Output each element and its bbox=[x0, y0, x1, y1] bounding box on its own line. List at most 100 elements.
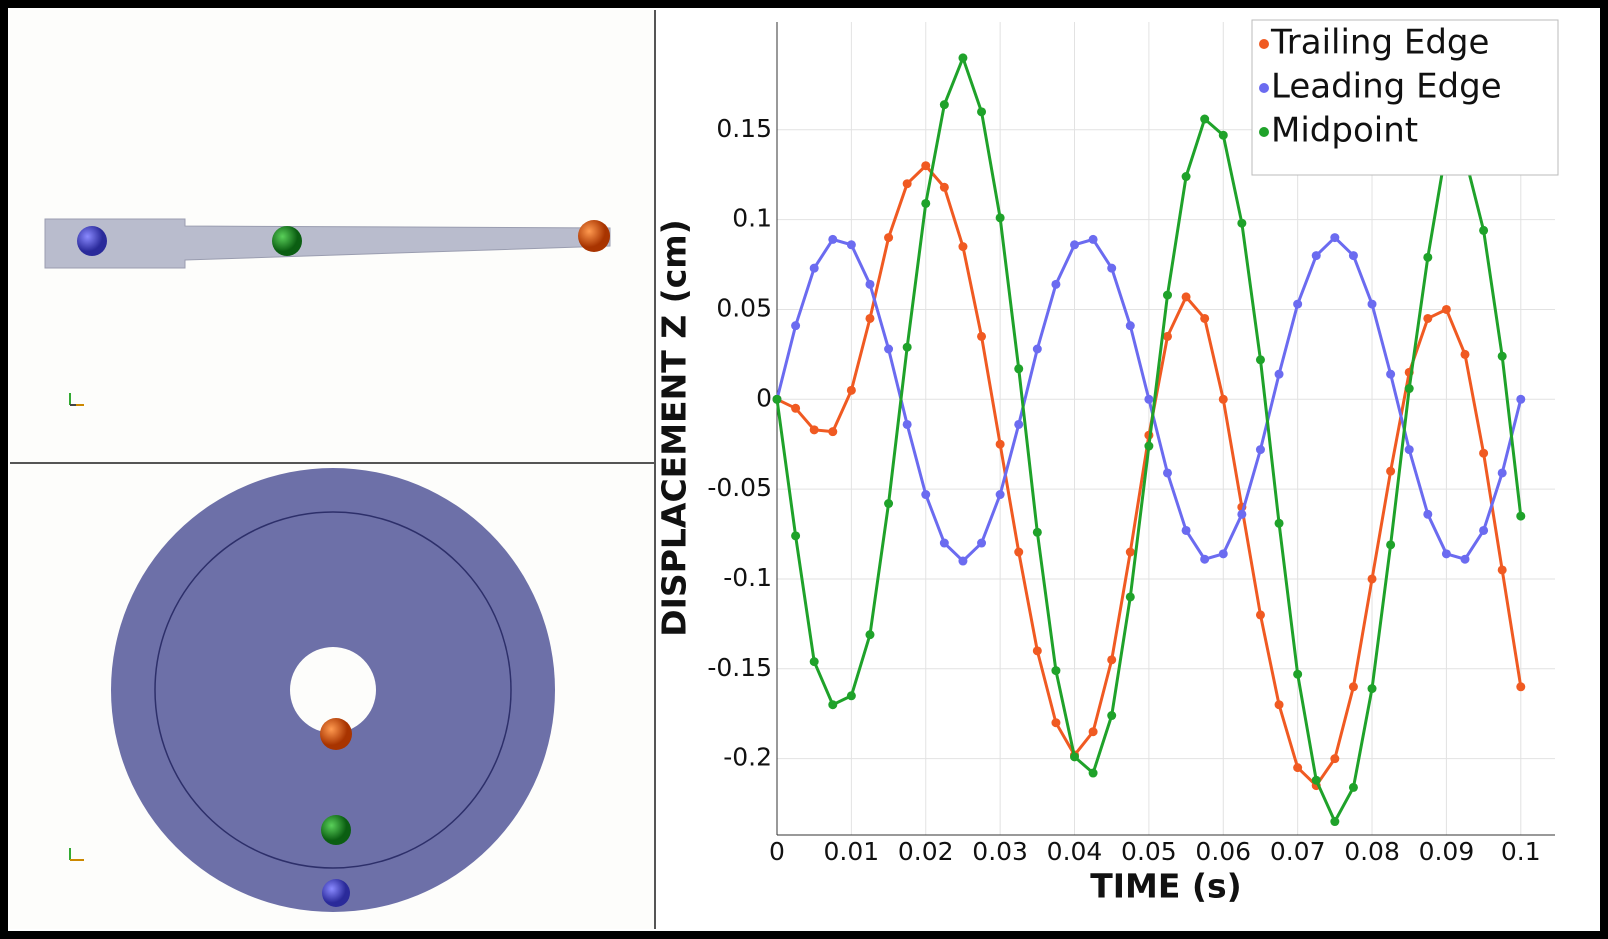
data-point bbox=[1293, 763, 1302, 772]
data-point bbox=[1200, 115, 1209, 124]
data-point bbox=[1256, 445, 1265, 454]
data-point bbox=[791, 321, 800, 330]
data-point bbox=[1014, 420, 1023, 429]
data-point bbox=[1219, 395, 1228, 404]
data-point bbox=[1107, 655, 1116, 664]
data-point bbox=[1479, 226, 1488, 235]
probe-sphere bbox=[272, 226, 302, 256]
data-point bbox=[1442, 549, 1451, 558]
data-point bbox=[1386, 467, 1395, 476]
data-point bbox=[1200, 314, 1209, 323]
data-point bbox=[1182, 292, 1191, 301]
data-point bbox=[1089, 769, 1098, 778]
legend-label: Midpoint bbox=[1271, 111, 1418, 151]
data-point bbox=[1423, 253, 1432, 262]
data-point bbox=[1330, 754, 1339, 763]
data-point bbox=[865, 314, 874, 323]
data-point bbox=[921, 199, 930, 208]
data-point bbox=[810, 425, 819, 434]
data-point bbox=[1182, 172, 1191, 181]
data-point bbox=[1051, 718, 1060, 727]
data-point bbox=[1498, 468, 1507, 477]
probe-sphere bbox=[77, 226, 107, 256]
data-point bbox=[1275, 370, 1284, 379]
y-tick-label: 0.15 bbox=[716, 114, 772, 143]
data-point bbox=[1479, 449, 1488, 458]
data-point bbox=[1014, 364, 1023, 373]
data-point bbox=[810, 264, 819, 273]
data-point bbox=[1107, 264, 1116, 273]
legend-swatch bbox=[1259, 127, 1269, 137]
data-point bbox=[977, 539, 986, 548]
data-point bbox=[977, 332, 986, 341]
probe-sphere bbox=[578, 220, 610, 252]
data-point bbox=[1126, 548, 1135, 557]
data-point bbox=[1293, 300, 1302, 309]
probe-sphere bbox=[320, 718, 352, 750]
x-tick-label: 0.06 bbox=[1195, 837, 1251, 866]
data-point bbox=[828, 235, 837, 244]
legend-label: Leading Edge bbox=[1271, 67, 1502, 107]
data-point bbox=[903, 179, 912, 188]
probe-sphere bbox=[322, 879, 350, 907]
data-point bbox=[791, 404, 800, 413]
data-point bbox=[977, 107, 986, 116]
data-point bbox=[810, 657, 819, 666]
data-point bbox=[865, 280, 874, 289]
data-point bbox=[1442, 305, 1451, 314]
x-tick-label: 0.07 bbox=[1270, 837, 1326, 866]
data-point bbox=[847, 691, 856, 700]
data-point bbox=[958, 242, 967, 251]
data-point bbox=[921, 490, 930, 499]
data-point bbox=[958, 53, 967, 62]
data-point bbox=[1144, 442, 1153, 451]
data-point bbox=[1516, 395, 1525, 404]
data-point bbox=[1516, 682, 1525, 691]
data-point bbox=[1163, 468, 1172, 477]
data-point bbox=[1498, 565, 1507, 574]
data-point bbox=[1461, 350, 1470, 359]
screenshot: TIME (s) DISPLACEMENT Z (cm) -0.2-0.15-0… bbox=[0, 0, 1608, 939]
data-point bbox=[1163, 291, 1172, 300]
data-point bbox=[791, 531, 800, 540]
data-point bbox=[773, 395, 782, 404]
data-point bbox=[1070, 240, 1079, 249]
data-point bbox=[847, 386, 856, 395]
data-point bbox=[1014, 548, 1023, 557]
data-point bbox=[903, 343, 912, 352]
legend-label: Trailing Edge bbox=[1270, 23, 1489, 63]
x-tick-label: 0.04 bbox=[1047, 837, 1103, 866]
data-point bbox=[1423, 314, 1432, 323]
data-point bbox=[1219, 131, 1228, 140]
y-tick-label: -0.05 bbox=[707, 473, 772, 502]
data-point bbox=[1330, 817, 1339, 826]
data-point bbox=[996, 490, 1005, 499]
data-point bbox=[1051, 280, 1060, 289]
data-point bbox=[1368, 574, 1377, 583]
data-point bbox=[1516, 512, 1525, 521]
x-axis-title: TIME (s) bbox=[1090, 867, 1241, 906]
data-point bbox=[1498, 352, 1507, 361]
x-tick-label: 0.1 bbox=[1501, 837, 1541, 866]
data-point bbox=[1312, 776, 1321, 785]
data-point bbox=[1033, 646, 1042, 655]
y-tick-label: 0.1 bbox=[732, 204, 772, 233]
data-point bbox=[1275, 700, 1284, 709]
probe-sphere bbox=[321, 815, 351, 845]
x-tick-label: 0.05 bbox=[1121, 837, 1177, 866]
y-tick-label: -0.15 bbox=[707, 653, 772, 682]
data-point bbox=[1126, 321, 1135, 330]
data-point bbox=[1368, 300, 1377, 309]
data-point bbox=[1107, 711, 1116, 720]
x-tick-label: 0 bbox=[769, 837, 785, 866]
data-point bbox=[828, 700, 837, 709]
data-point bbox=[1237, 510, 1246, 519]
data-point bbox=[1033, 528, 1042, 537]
data-point bbox=[1405, 384, 1414, 393]
data-point bbox=[1330, 233, 1339, 242]
data-point bbox=[1405, 445, 1414, 454]
data-point bbox=[1386, 370, 1395, 379]
data-point bbox=[1182, 526, 1191, 535]
data-point bbox=[1144, 395, 1153, 404]
y-tick-label: 0.05 bbox=[716, 293, 772, 322]
